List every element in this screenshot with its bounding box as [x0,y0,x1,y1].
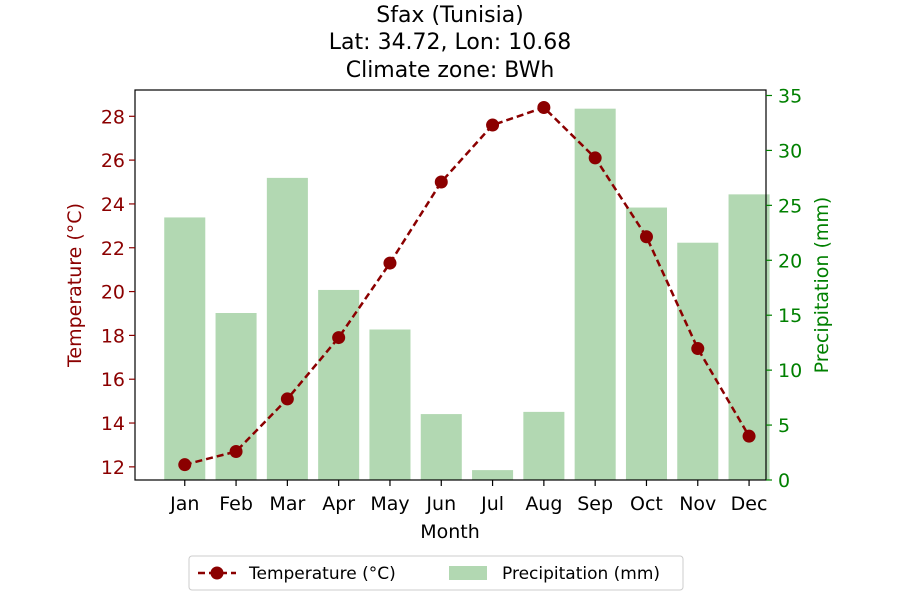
precipitation-bar [574,108,616,480]
x-tick-label: Oct [630,493,663,515]
right-axis-ticks: 0 5 10 15 20 25 30 35 [766,85,802,492]
x-tick-label: Jun [425,493,456,515]
precipitation-bar [369,329,411,480]
y-right-tick-label: 20 [778,250,802,272]
y-right-tick-label: 35 [778,85,802,107]
x-tick-label: Nov [679,493,716,515]
precipitation-bar [523,411,565,480]
y-left-tick-label: 20 [101,282,125,304]
precipitation-bar [164,217,206,480]
x-tick-label: Aug [525,493,562,515]
temperature-point [588,151,602,165]
left-axis-ticks: 12 14 16 18 20 22 24 26 28 [101,106,135,479]
y-left-tick-label: 16 [101,369,125,391]
x-tick-label: Mar [269,493,305,515]
precipitation-bars [164,108,770,480]
x-tick-label: Feb [219,493,253,515]
legend-precipitation-label: Precipitation (mm) [502,564,660,584]
chart-title-group: Sfax (Tunisia) Lat: 34.72, Lon: 10.68 Cl… [329,3,571,83]
x-axis-label: Month [420,521,480,543]
temperature-point [178,458,192,472]
legend: Temperature (°C) Precipitation (mm) [188,555,684,591]
precipitation-bar [318,289,360,480]
temperature-point [434,175,448,189]
chart-title-line-1: Sfax (Tunisia) [376,3,524,28]
x-tick-label: Jul [480,493,504,515]
y-right-tick-label: 25 [778,195,802,217]
legend-temperature-marker-icon [210,566,224,580]
x-tick-label: Dec [731,493,768,515]
precipitation-bar [625,207,667,480]
y-left-tick-label: 12 [101,457,125,479]
y-left-tick-label: 26 [101,150,125,172]
legend-temperature-label: Temperature (°C) [248,564,396,584]
temperature-point [229,445,243,459]
y-left-tick-label: 22 [101,238,125,260]
y-axis-left-label: Temperature (°C) [64,203,86,368]
plot-frame [134,89,767,481]
y-left-tick-label: 28 [101,106,125,128]
plot-border [134,89,767,481]
legend-precipitation-swatch [449,566,487,580]
x-tick-label: Apr [322,493,355,515]
y-right-tick-label: 5 [778,415,790,437]
temperature-point [691,342,705,356]
temperature-point [639,230,653,244]
x-axis-ticks: Jan Feb Mar Apr May Jun Jul Aug Sep Oct Nov Dec [169,480,767,515]
legend-frame [188,555,684,591]
temperature-point [332,331,346,345]
y-axis-right-label: Precipitation (mm) [811,197,833,374]
chart-title-line-3: Climate zone: BWh [346,58,555,83]
y-right-tick-label: 30 [778,140,802,162]
temperature-point [486,118,500,132]
y-left-tick-label: 14 [101,413,125,435]
x-tick-label: Jan [169,493,199,515]
precipitation-bar [472,470,514,480]
y-left-tick-label: 24 [101,194,125,216]
precipitation-bar [420,414,462,480]
y-right-tick-label: 0 [778,470,790,492]
chart-title-line-2: Lat: 34.72, Lon: 10.68 [329,30,571,55]
temperature-point [280,392,294,406]
temperature-point [742,429,756,443]
y-right-tick-label: 15 [778,305,802,327]
temperature-point [537,101,551,115]
x-tick-label: Sep [577,493,613,515]
y-right-tick-label: 10 [778,360,802,382]
x-tick-label: May [370,493,409,515]
precipitation-bar [266,177,308,480]
y-left-tick-label: 18 [101,325,125,347]
precipitation-bar [677,242,719,480]
temperature-point [383,256,397,270]
temperature-line-group [178,101,756,472]
temperature-line [184,106,751,466]
